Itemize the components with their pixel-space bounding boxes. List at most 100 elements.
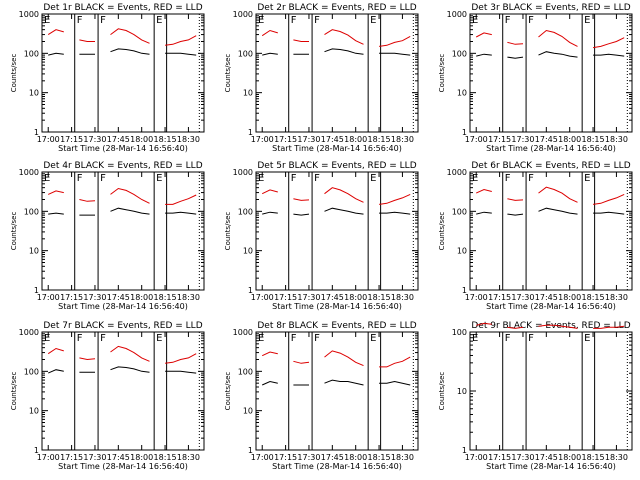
marker-label: F: [314, 15, 320, 26]
plot-frame: [469, 171, 633, 291]
y-tick-label: 1: [462, 128, 467, 137]
x-tick-label: 17:45: [535, 453, 558, 462]
x-tick-label: 18:15: [154, 135, 177, 144]
x-tick-label: 18:30: [391, 293, 414, 302]
y-axis-label: Counts/sec: [224, 54, 232, 93]
x-tick-label: 18:15: [582, 453, 605, 462]
series-lld-line: [476, 322, 625, 329]
panel-det-5: Det 5r BLACK = Events, RED = LLD 1 10 100 10…: [224, 161, 419, 311]
x-tick-label: 18:15: [582, 293, 605, 302]
y-tick-label: 100: [238, 49, 253, 58]
x-tick-label: 17:15: [60, 453, 83, 462]
series-events-line: [48, 48, 197, 56]
y-tick-label: 10: [457, 89, 467, 98]
marker-label: E: [258, 173, 264, 184]
x-tick-label: 18:30: [605, 293, 628, 302]
marker-label: E: [472, 333, 478, 344]
y-tick-label: 100: [24, 367, 39, 376]
series-events-line: [262, 48, 411, 56]
x-tick-label: 17:45: [107, 293, 130, 302]
panel-det-7: Det 7r BLACK = Events, RED = LLD 1 10 100 10…: [10, 321, 205, 471]
x-tick-label: 17:00: [37, 453, 60, 462]
series-lld-line: [261, 187, 411, 205]
y-tick-label: 1: [34, 286, 39, 295]
x-tick-label: 17:00: [465, 135, 488, 144]
plot-frame: [41, 331, 205, 451]
marker-label: F: [100, 333, 106, 344]
x-axis-label: Start Time (28-Mar-14 16:56:40): [272, 302, 402, 311]
y-tick-label: 100: [452, 328, 467, 337]
x-tick-label: 17:45: [321, 453, 344, 462]
marker-label: E: [370, 15, 376, 26]
panel-det-1: Det 1r BLACK = Events, RED = LLD 1 10 100 10…: [10, 3, 205, 153]
y-tick-label: 1000: [19, 168, 39, 177]
plot-frame: [255, 331, 419, 451]
x-tick-label: 18:00: [558, 453, 581, 462]
y-tick-label: 10: [243, 89, 253, 98]
y-tick-label: 1: [34, 446, 39, 455]
y-tick-label: 1000: [19, 328, 39, 337]
x-tick-label: 18:15: [368, 293, 391, 302]
x-tick-label: 17:00: [465, 293, 488, 302]
y-tick-label: 100: [238, 367, 253, 376]
x-tick-label: 18:15: [582, 135, 605, 144]
marker-label: E: [472, 173, 478, 184]
y-tick-label: 100: [24, 49, 39, 58]
x-axis-label: Start Time (28-Mar-14 16:56:40): [58, 462, 188, 471]
marker-label: F: [291, 333, 297, 344]
plot-frame: [41, 171, 205, 291]
x-axis-label: Start Time (28-Mar-14 16:56:40): [58, 144, 188, 153]
x-tick-label: 17:00: [37, 293, 60, 302]
x-tick-label: 17:45: [321, 293, 344, 302]
marker-label: E: [44, 333, 50, 344]
y-tick-label: 10: [29, 407, 39, 416]
x-tick-label: 17:15: [488, 135, 511, 144]
marker-label: F: [77, 173, 83, 184]
series-lld-line: [47, 28, 197, 46]
x-tick-label: 17:30: [511, 293, 534, 302]
x-tick-label: 18:15: [368, 135, 391, 144]
y-tick-label: 1000: [19, 10, 39, 19]
marker-label: E: [156, 15, 162, 26]
y-tick-label: 10: [29, 247, 39, 256]
x-tick-label: 17:00: [251, 293, 274, 302]
y-tick-label: 10: [29, 89, 39, 98]
x-axis-label: Start Time (28-Mar-14 16:56:40): [486, 462, 616, 471]
marker-label: E: [156, 333, 162, 344]
marker-label: F: [100, 173, 106, 184]
series-lld-line: [261, 29, 411, 47]
y-tick-label: 100: [24, 207, 39, 216]
y-tick-label: 1: [248, 128, 253, 137]
marker-label: F: [314, 173, 320, 184]
x-tick-label: 17:15: [488, 453, 511, 462]
series-lld-line: [475, 186, 625, 205]
x-tick-label: 17:15: [274, 293, 297, 302]
panel-title: Det 4r BLACK = Events, RED = LLD: [43, 161, 202, 171]
y-axis-label: Counts/sec: [438, 212, 446, 251]
y-axis-label: Counts/sec: [438, 54, 446, 93]
x-tick-label: 18:15: [368, 453, 391, 462]
x-tick-label: 17:15: [488, 293, 511, 302]
plot-frame: [255, 13, 419, 133]
x-tick-label: 17:30: [297, 453, 320, 462]
panel-det-3: Det 3r BLACK = Events, RED = LLD 1 10 100 10…: [438, 3, 633, 153]
marker-label: E: [472, 15, 478, 26]
panel-title: Det 2r BLACK = Events, RED = LLD: [257, 3, 416, 13]
y-tick-label: 1: [462, 446, 467, 455]
x-tick-label: 17:45: [107, 135, 130, 144]
x-tick-label: 17:30: [297, 293, 320, 302]
x-axis-label: Start Time (28-Mar-14 16:56:40): [486, 302, 616, 311]
series-events-line: [476, 207, 625, 216]
marker-label: E: [44, 173, 50, 184]
x-tick-label: 17:30: [511, 135, 534, 144]
y-tick-label: 1: [462, 286, 467, 295]
marker-label: F: [77, 15, 83, 26]
x-axis-label: Start Time (28-Mar-14 16:56:40): [272, 144, 402, 153]
x-tick-label: 18:00: [558, 135, 581, 144]
x-tick-label: 17:00: [37, 135, 60, 144]
x-axis-label: Start Time (28-Mar-14 16:56:40): [486, 144, 616, 153]
series-lld-line: [261, 350, 411, 368]
y-tick-label: 100: [452, 49, 467, 58]
x-tick-label: 18:00: [558, 293, 581, 302]
x-tick-label: 18:30: [391, 453, 414, 462]
